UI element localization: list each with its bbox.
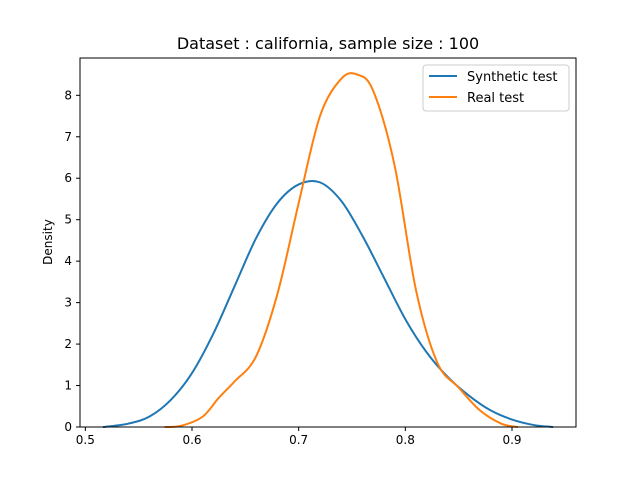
y-tick-label: 2 bbox=[64, 337, 72, 351]
x-axis: 0.5 0.6 0.7 0.8 0.9 bbox=[76, 427, 522, 447]
chart-title: Dataset : california, sample size : 100 bbox=[177, 34, 479, 53]
legend: Synthetic test Real test bbox=[422, 64, 570, 112]
legend-box bbox=[422, 64, 570, 112]
y-axis: 0 1 2 3 4 5 6 7 8 bbox=[64, 88, 80, 434]
y-tick-label: 6 bbox=[64, 171, 72, 185]
y-tick-label: 0 bbox=[64, 420, 72, 434]
y-tick-label: 7 bbox=[64, 130, 72, 144]
series-line-synthetic-test bbox=[102, 179, 554, 428]
plot-area bbox=[102, 72, 554, 428]
y-tick-label: 1 bbox=[64, 379, 72, 393]
legend-label: Synthetic test bbox=[467, 70, 557, 85]
x-tick-label: 0.9 bbox=[502, 433, 521, 447]
x-tick-label: 0.5 bbox=[76, 433, 95, 447]
y-tick-label: 5 bbox=[64, 213, 72, 227]
y-tick-label: 3 bbox=[64, 296, 72, 310]
y-tick-label: 4 bbox=[64, 254, 72, 268]
x-tick-label: 0.6 bbox=[182, 433, 201, 447]
x-tick-label: 0.8 bbox=[396, 433, 415, 447]
y-tick-label: 8 bbox=[64, 88, 72, 102]
axes-frame bbox=[79, 57, 577, 428]
series-line-real-test bbox=[164, 72, 519, 428]
y-axis-label: Density bbox=[41, 219, 55, 265]
x-tick-label: 0.7 bbox=[289, 433, 308, 447]
legend-label: Real test bbox=[467, 91, 524, 106]
